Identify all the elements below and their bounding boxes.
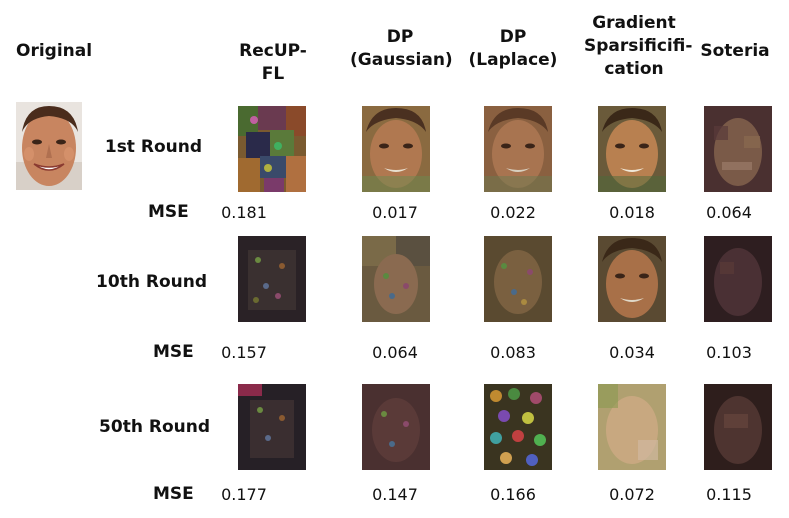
mse-dp-gaussian-round1: 0.017 <box>372 203 418 222</box>
recon-dp-laplace-round50 <box>484 384 552 470</box>
row-label-50th-round: 50th Round <box>99 417 210 437</box>
recon-recup-round10 <box>238 236 306 322</box>
recon-soteria-round50 <box>704 384 772 470</box>
header-dp-laplace: DP (Laplace) <box>468 26 558 72</box>
recon-gradient-round10 <box>598 236 666 322</box>
mse-dp-gaussian-round10: 0.064 <box>372 343 418 362</box>
mse-dp-laplace-round1: 0.022 <box>490 203 536 222</box>
mse-recup-round50: 0.177 <box>221 485 267 504</box>
recon-dp-gaussian-round50 <box>362 384 430 470</box>
mse-gradient-round50: 0.072 <box>609 485 655 504</box>
recon-recup-round50 <box>238 384 306 470</box>
recon-gradient-round1 <box>598 106 666 192</box>
recon-dp-laplace-round10 <box>484 236 552 322</box>
header-dp-gaussian: DP (Gaussian) <box>350 26 453 72</box>
header-gradient-line3: cation <box>604 59 664 79</box>
mse-dp-gaussian-round50: 0.147 <box>372 485 418 504</box>
header-gradient-line2: Sparsificifi- <box>584 36 693 56</box>
recon-dp-laplace-round1 <box>484 106 552 192</box>
mse-soteria-round10: 0.103 <box>706 343 752 362</box>
mse-label-row3: MSE <box>153 484 194 504</box>
recon-gradient-round50 <box>598 384 666 470</box>
header-dp-laplace-line2: (Laplace) <box>468 50 558 70</box>
row-label-10th-round: 10th Round <box>96 272 207 292</box>
recon-recup-round1 <box>238 106 306 192</box>
header-soteria: Soteria <box>700 41 770 61</box>
header-dp-laplace-line1: DP <box>499 27 527 47</box>
mse-recup-round10: 0.157 <box>221 343 267 362</box>
mse-label-row2: MSE <box>153 342 194 362</box>
header-gradient-line1: Gradient <box>592 13 676 33</box>
mse-soteria-round50: 0.115 <box>706 485 752 504</box>
header-dp-gaussian-line2: (Gaussian) <box>350 50 453 70</box>
mse-recup-round1: 0.181 <box>221 203 267 222</box>
original-face-image <box>16 102 82 190</box>
recon-soteria-round10 <box>704 236 772 322</box>
mse-soteria-round1: 0.064 <box>706 203 752 222</box>
mse-label-row1: MSE <box>148 202 189 222</box>
row-label-1st-round: 1st Round <box>104 137 202 157</box>
header-dp-gaussian-line1: DP <box>386 27 414 47</box>
recon-dp-gaussian-round1 <box>362 106 430 192</box>
mse-gradient-round1: 0.018 <box>609 203 655 222</box>
recon-soteria-round1 <box>704 106 772 192</box>
header-gradient-sparsification: Gradient Sparsificifi- cation <box>584 12 693 81</box>
mse-dp-laplace-round50: 0.166 <box>490 485 536 504</box>
mse-gradient-round10: 0.034 <box>609 343 655 362</box>
mse-dp-laplace-round10: 0.083 <box>490 343 536 362</box>
recon-dp-gaussian-round10 <box>362 236 430 322</box>
header-recup-fl: RecUP-FL <box>239 41 307 84</box>
header-original: Original <box>16 41 93 61</box>
